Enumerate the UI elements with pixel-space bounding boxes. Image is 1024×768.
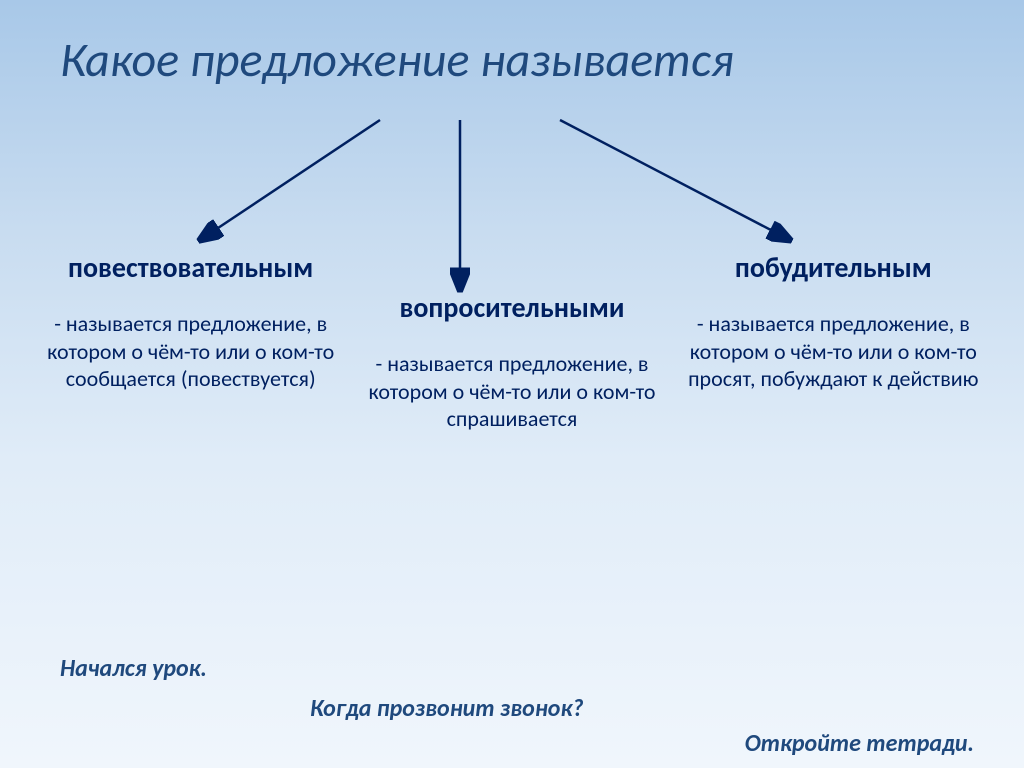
column-3-body: - называется предложение, в котором о чё… (683, 310, 983, 393)
column-1-body: - называется предложение, в котором о чё… (41, 310, 341, 393)
column-3-header: побудительным (683, 250, 983, 285)
column-1: повествовательным - называется предложен… (41, 250, 341, 433)
example-2: Когда прозвонит звонок? (310, 694, 583, 723)
example-1: Начался урок. (60, 654, 207, 683)
column-1-header: повествовательным (41, 250, 341, 285)
column-2: вопросительными - называется предложение… (362, 250, 662, 433)
column-2-header: вопросительными (362, 290, 662, 325)
columns-container: повествовательным - называется предложен… (0, 250, 1024, 433)
column-3: побудительным - называется предложение, … (683, 250, 983, 433)
example-3: Откройте тетради. (745, 729, 974, 758)
column-2-body: - называется предложение, в котором о чё… (362, 350, 662, 433)
